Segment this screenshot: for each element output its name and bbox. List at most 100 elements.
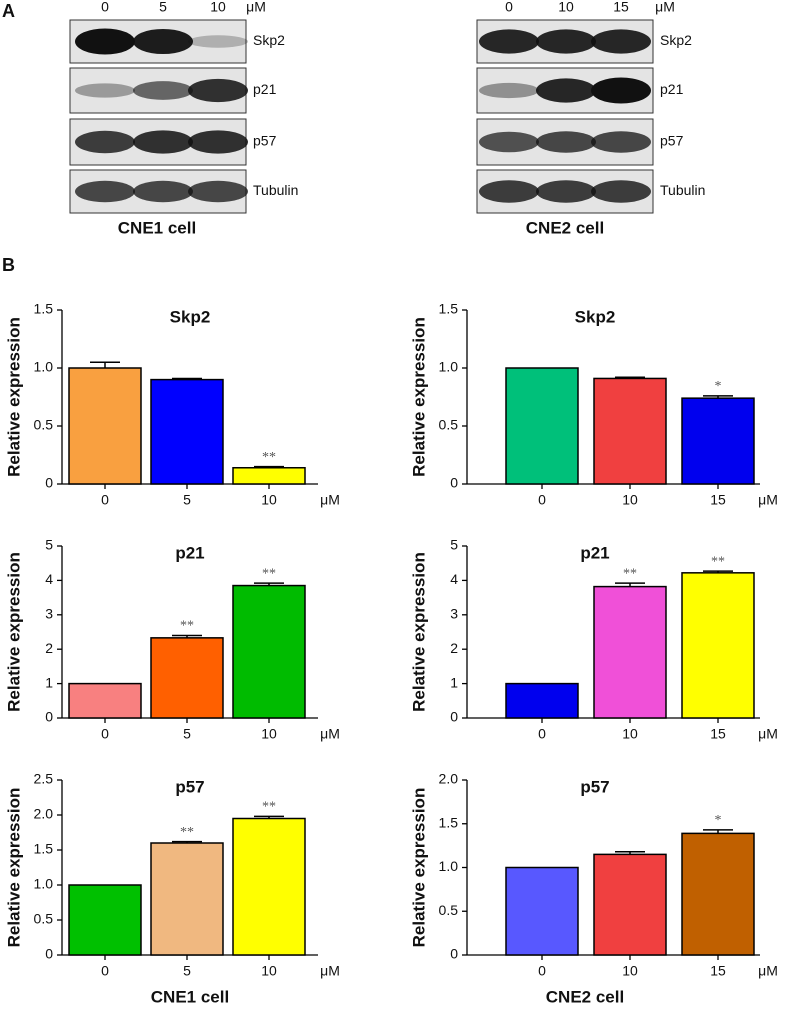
blot-band [536,78,596,103]
x-tick-label: 10 [261,492,277,508]
blot-caption: CNE2 cell [526,218,604,237]
error-bar [615,851,645,855]
y-tick-label: 4 [45,571,53,587]
protein-label: p57 [660,133,684,149]
significance: ** [711,554,725,569]
x-tick-label: 15 [710,726,726,742]
y-tick-label: 3 [450,606,458,622]
lane-label: 10 [558,0,574,15]
bar [593,585,667,719]
bar [150,637,224,719]
blot-band [133,130,193,154]
x-tick-label: 15 [710,963,726,979]
blot-band [536,29,596,54]
blot-band [479,180,539,203]
y-tick-label: 5 [45,537,53,553]
unit-label: μM [320,726,340,742]
x-tick-label: 10 [261,963,277,979]
unit-label: μM [655,0,675,15]
y-tick-label: 2 [450,640,458,656]
blot-band [479,131,539,153]
y-tick-label: 0.5 [439,902,459,918]
x-tick-label: 10 [622,963,638,979]
chart-title: p57 [175,777,204,796]
x-tick-label: 10 [622,726,638,742]
blot-band [188,180,248,203]
error-bar [254,465,284,468]
bar [593,377,667,485]
error-bar [172,634,202,638]
blot-band [536,180,596,203]
bar [68,884,142,956]
blot-caption: CNE1 cell [118,218,196,237]
unit-label: μM [320,963,340,979]
y-tick-label: 0 [45,946,53,962]
caption: CNE1 cell [151,987,229,1006]
x-tick-label: 5 [183,726,191,742]
chart-title: p21 [175,543,204,562]
error-bar [703,395,733,399]
bar [505,367,579,485]
significance: ** [262,566,276,581]
panel-label: B [2,255,15,275]
chart-title: Skp2 [575,307,616,326]
y-axis-label: Relative expression [4,552,23,712]
blot-band [591,29,651,54]
error-bar [703,829,733,834]
blot-band [75,28,135,55]
x-tick-label: 0 [538,726,546,742]
significance: ** [180,619,194,634]
x-tick-label: 5 [183,963,191,979]
bar [68,682,142,719]
y-tick-label: 0 [450,946,458,962]
y-tick-label: 1.5 [439,814,459,830]
significance: ** [262,800,276,815]
protein-label: p21 [660,81,684,97]
blot-band [75,180,135,203]
error-bar [615,376,645,379]
panel-label: A [2,1,15,21]
caption: CNE2 cell [546,987,624,1006]
y-tick-label: 0.5 [439,417,459,433]
protein-label: Skp2 [660,32,692,48]
protein-label: Tubulin [253,182,298,198]
unit-label: μM [758,963,778,979]
unit-label: μM [320,492,340,508]
x-tick-label: 0 [101,492,109,508]
y-axis-label: Relative expression [409,788,428,948]
blot-band [75,83,135,98]
x-tick-label: 0 [538,492,546,508]
y-tick-label: 0.5 [34,417,54,433]
y-tick-label: 0.5 [34,911,54,927]
blot-band [75,130,135,154]
y-tick-label: 1.0 [34,359,54,375]
bar [150,378,224,485]
bar [681,832,755,956]
significance: ** [623,566,637,581]
bar [232,817,306,956]
blot-band [591,180,651,203]
y-tick-label: 2.5 [34,771,54,787]
y-axis-label: Relative expression [4,788,23,948]
bar [593,853,667,956]
error-bar [254,815,284,819]
blot-band [133,81,193,100]
error-bar [703,570,733,573]
y-tick-label: 1.5 [34,841,54,857]
y-tick-label: 1.5 [34,301,54,317]
y-tick-label: 0 [45,475,53,491]
error-bar [172,840,202,843]
y-tick-label: 2.0 [34,806,54,822]
significance: ** [180,825,194,840]
blot-band [133,180,193,203]
y-tick-label: 0 [450,709,458,725]
x-tick-label: 5 [183,492,191,508]
bar [68,367,142,485]
bar [681,397,755,485]
bar [505,682,579,719]
blot-band [188,130,248,154]
lane-label: 5 [159,0,167,15]
chart-title: p21 [580,543,609,562]
protein-label: Tubulin [660,182,705,198]
